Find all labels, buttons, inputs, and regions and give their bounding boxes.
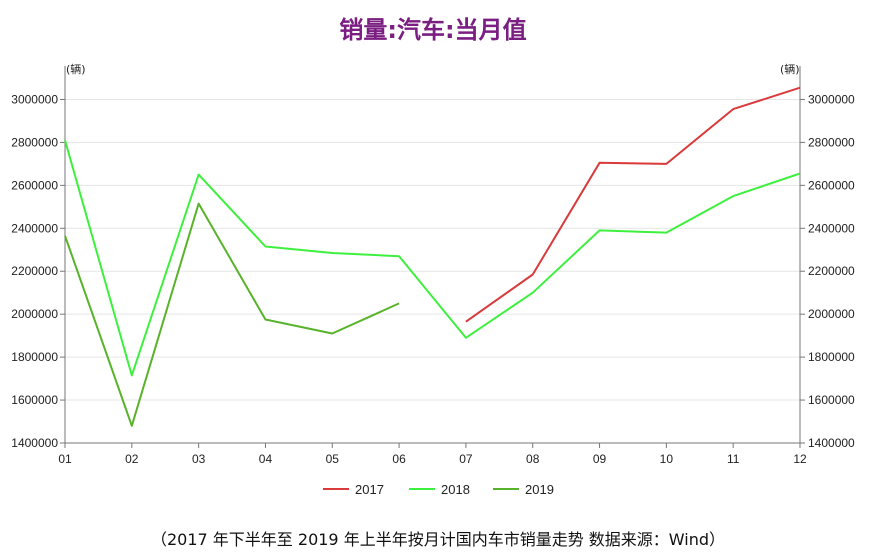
left-unit-label: (辆) — [66, 62, 86, 76]
right-y-tick-label: 2600000 — [808, 178, 855, 192]
caption: （2017 年下半年至 2019 年上半年按月计国内车市销量走势 数据来源：Wi… — [151, 530, 725, 549]
legend-label-2018: 2018 — [441, 482, 470, 497]
left-y-tick-label: 2600000 — [11, 178, 58, 192]
right-y-tick-label: 2000000 — [808, 307, 855, 321]
chart-title: 销量:汽车:当月值 — [339, 16, 526, 44]
right-y-tick-label: 1600000 — [808, 393, 855, 407]
left-y-tick-label: 1800000 — [11, 350, 58, 364]
series-lines — [64, 86, 801, 427]
gridlines — [65, 98, 800, 444]
x-tick-labels: 01 02 03 04 05 06 07 08 09 10 11 12 — [58, 452, 807, 466]
line-chart: 销量:汽车:当月值 (辆) (辆) 1400000 1600000 1800000 2… — [11, 16, 855, 497]
x-tick-label: 02 — [125, 452, 139, 466]
series-line-2019 — [64, 202, 400, 427]
left-y-tick-labels: 1400000 1600000 1800000 2000000 2200000 24000… — [11, 92, 58, 450]
legend-label-2019: 2019 — [525, 482, 554, 497]
left-y-tick-label: 2000000 — [11, 307, 58, 321]
x-tick-label: 03 — [192, 452, 206, 466]
left-y-tick-label: 2800000 — [11, 135, 58, 149]
series-line-2018 — [64, 140, 801, 377]
right-y-tick-label: 1400000 — [808, 436, 855, 450]
right-y-tick-label: 3000000 — [808, 92, 855, 106]
right-y-tick-label: 2800000 — [808, 135, 855, 149]
right-y-tick-label: 2400000 — [808, 221, 855, 235]
x-tick-label: 07 — [459, 452, 473, 466]
left-y-tick-label: 1400000 — [11, 436, 58, 450]
x-tick-label: 01 — [58, 452, 72, 466]
left-y-tick-label: 3000000 — [11, 92, 58, 106]
x-tick-label: 09 — [593, 452, 607, 466]
left-y-tick-label: 2200000 — [11, 264, 58, 278]
left-y-tick-label: 2400000 — [11, 221, 58, 235]
right-y-tick-labels: 1400000 1600000 1800000 2000000 2200000 24000… — [808, 92, 855, 450]
x-tick-label: 06 — [392, 452, 406, 466]
x-tick-label: 04 — [259, 452, 273, 466]
x-tick-label: 08 — [526, 452, 540, 466]
right-y-tick-label: 2200000 — [808, 264, 855, 278]
x-tick-label: 12 — [793, 452, 807, 466]
x-tick-label: 05 — [326, 452, 340, 466]
x-tick-label: 10 — [660, 452, 674, 466]
legend: 2017 2018 2019 — [323, 482, 554, 497]
axes — [60, 66, 805, 448]
series-line-2017 — [465, 86, 801, 323]
right-unit-label: (辆) — [780, 62, 800, 76]
x-tick-label: 11 — [727, 452, 740, 466]
legend-label-2017: 2017 — [355, 482, 384, 497]
right-y-tick-label: 1800000 — [808, 350, 855, 364]
left-y-tick-label: 1600000 — [11, 393, 58, 407]
